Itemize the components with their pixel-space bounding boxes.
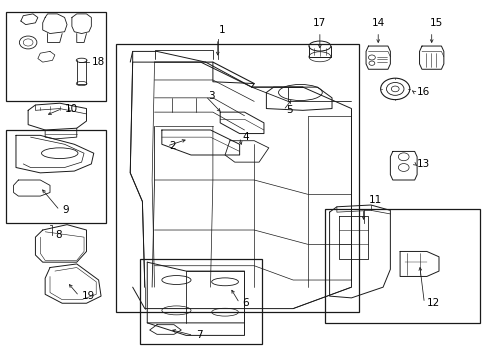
Text: 3: 3 bbox=[207, 91, 214, 101]
Text: 8: 8 bbox=[55, 230, 61, 240]
Text: 4: 4 bbox=[242, 132, 248, 142]
Text: 14: 14 bbox=[371, 18, 384, 28]
Text: 11: 11 bbox=[368, 195, 382, 205]
Text: 6: 6 bbox=[242, 298, 248, 308]
Bar bbox=[324, 208, 479, 323]
Bar bbox=[6, 12, 106, 102]
Text: 5: 5 bbox=[285, 105, 292, 115]
Text: 15: 15 bbox=[429, 18, 442, 28]
Text: 16: 16 bbox=[416, 87, 429, 98]
Text: 1: 1 bbox=[219, 25, 225, 35]
Text: 10: 10 bbox=[64, 104, 78, 113]
Text: 13: 13 bbox=[416, 159, 429, 169]
Text: 7: 7 bbox=[196, 330, 202, 341]
Text: 19: 19 bbox=[81, 291, 95, 301]
Text: 2: 2 bbox=[169, 141, 175, 151]
Bar bbox=[140, 258, 261, 344]
Text: 17: 17 bbox=[313, 18, 326, 28]
Text: 18: 18 bbox=[91, 57, 104, 67]
Bar bbox=[6, 130, 106, 223]
Text: 9: 9 bbox=[62, 205, 69, 215]
Bar bbox=[116, 44, 358, 312]
Text: 12: 12 bbox=[426, 298, 439, 308]
